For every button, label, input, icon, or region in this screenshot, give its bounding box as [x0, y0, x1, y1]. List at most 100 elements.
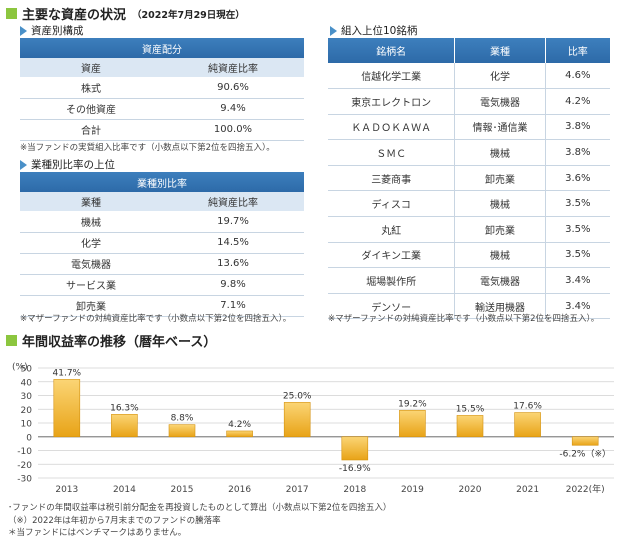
table-cell: 3.8% — [545, 139, 610, 166]
table-row: 機械 19.7% — [20, 211, 304, 233]
table-row: その他資産 9.4% — [20, 98, 304, 120]
table-cell: サービス業 — [20, 274, 162, 296]
y-tick-label: 10 — [21, 420, 33, 430]
table-cell: 電気機器 — [454, 88, 546, 115]
table-cell: 100.0% — [162, 119, 304, 141]
y-axis-unit-label: (%) — [12, 363, 28, 373]
table-cell: 4.6% — [545, 63, 610, 90]
data-label: 15.5% — [456, 404, 485, 414]
assets-section-date: （2022年7月29日現在） — [132, 9, 245, 21]
table-cell: 9.4% — [162, 98, 304, 120]
bar — [399, 410, 426, 438]
table-cell: 合計 — [20, 119, 162, 141]
table-cell: 4.2% — [545, 88, 610, 115]
x-tick-label: 2013 — [55, 485, 78, 495]
bar — [226, 430, 253, 438]
assets-section-heading: 主要な資産の状況 — [22, 8, 127, 23]
table-cell: ＳＭＣ — [328, 139, 456, 166]
table-cell: 3.8% — [545, 114, 610, 141]
table-cell: 3.4% — [545, 293, 610, 320]
table-cell: ＫＡＤＯＫＡＷＡ — [328, 114, 456, 141]
chart-notes: ･ファンドの年間収益率は税引前分配金を再投資したものとして算出（小数点以下第2位… — [8, 502, 391, 540]
x-tick-label: 2020 — [459, 485, 482, 495]
table-cell: 3.5% — [545, 242, 610, 269]
green-square-icon — [6, 8, 17, 19]
bar — [168, 424, 196, 438]
table-row: ディスコ 機械 3.5% — [328, 190, 610, 218]
table-row: 化学 14.5% — [20, 232, 304, 254]
column-header: 純資産比率 — [162, 58, 304, 77]
x-tick-label: 2019 — [401, 485, 424, 495]
table-row: 東京エレクトロン 電気機器 4.2% — [328, 88, 610, 115]
column-header: 業種 — [454, 38, 546, 63]
table-cell: 機械 — [20, 211, 162, 233]
table-row: 合計 100.0% — [20, 119, 304, 141]
table-cell: 3.5% — [545, 190, 610, 218]
column-header: 比率 — [545, 38, 610, 63]
allocation-subheading-label: 資産別構成 — [31, 25, 84, 37]
data-label: 17.6% — [513, 402, 542, 412]
table-cell: 19.7% — [162, 211, 304, 233]
x-tick-label: 2018 — [343, 485, 366, 495]
table-cell: 化学 — [454, 63, 546, 90]
table-cell: 電気機器 — [20, 253, 162, 275]
holdings-note: ※マザーファンドの対純資産比率です（小数点以下第2位を四捨五入）。 — [328, 314, 600, 324]
table-row: 株式 90.6% — [20, 77, 304, 99]
table-row: ＫＡＤＯＫＡＷＡ 情報･通信業 3.8% — [328, 114, 610, 141]
table-cell: 3.6% — [545, 165, 610, 192]
data-label: -6.2%（※） — [559, 448, 611, 459]
table-cell: 情報･通信業 — [454, 114, 546, 141]
industry-table-caption: 業種別比率 — [20, 172, 304, 192]
table-cell: ディスコ — [328, 190, 456, 218]
table-cell: 丸紅 — [328, 216, 456, 243]
industry-subheading: 業種別比率の上位 — [20, 157, 115, 172]
allocation-table-caption: 資産配分 — [20, 38, 304, 58]
annual-returns-chart: (%)50 40 30 20 10 0 -10 -20 -30 41.7% 2013 16.3% 201… — [12, 363, 614, 495]
data-label: 16.3% — [110, 403, 139, 413]
table-cell: 三菱商事 — [328, 165, 456, 192]
table-cell: 卸売業 — [20, 295, 162, 317]
table-cell: 機械 — [454, 139, 546, 166]
table-cell: 卸売業 — [454, 216, 546, 243]
triangle-bullet-icon — [330, 25, 337, 36]
bar — [283, 402, 311, 438]
column-header: 業種 — [20, 192, 162, 211]
industry-subheading-label: 業種別比率の上位 — [31, 159, 115, 171]
triangle-bullet-icon — [20, 25, 27, 36]
table-row: 信越化学工業 化学 4.6% — [328, 63, 610, 90]
data-label: 4.2% — [228, 420, 251, 430]
y-tick-label: -20 — [17, 461, 32, 471]
y-tick-label: 0 — [26, 433, 32, 443]
bar — [53, 379, 81, 438]
allocation-note: ※当ファンドの実質組入比率です（小数点以下第2位を四捨五入）。 — [20, 143, 275, 153]
y-tick-label: 30 — [21, 392, 33, 402]
chart-note: （※）2022年は年初から7月末までのファンドの騰落率 — [8, 515, 221, 526]
data-label: -16.9% — [339, 464, 371, 474]
table-cell: 3.5% — [545, 216, 610, 243]
table-cell: 東京エレクトロン — [328, 88, 456, 115]
table-cell: ダイキン工業 — [328, 242, 456, 269]
x-tick-label: 2016 — [228, 485, 251, 495]
holdings-table: 銘柄名 業種 比率 信越化学工業 化学 4.6% 東京エレクトロン 電気機器 4… — [328, 38, 610, 320]
table-row: サービス業 9.8% — [20, 274, 304, 296]
bar — [571, 436, 599, 446]
x-tick-label: 2015 — [171, 485, 194, 495]
chart-note: ･ファンドの年間収益率は税引前分配金を再投資したものとして算出（小数点以下第2位… — [8, 503, 392, 513]
returns-section-heading: 年間収益率の推移（暦年ベース） — [22, 335, 217, 350]
table-row: ダイキン工業 機械 3.5% — [328, 242, 610, 269]
table-cell: 株式 — [20, 77, 162, 99]
industry-note: ※マザーファンドの対純資産比率です（小数点以下第2位を四捨五入）。 — [20, 314, 292, 324]
bar — [456, 415, 484, 438]
table-cell: 電気機器 — [454, 267, 546, 294]
table-cell: デンソー — [328, 293, 456, 320]
table-cell: 7.1% — [162, 295, 304, 317]
table-cell: 堀場製作所 — [328, 267, 456, 294]
triangle-bullet-icon — [20, 159, 27, 170]
y-tick-label: 20 — [21, 406, 33, 416]
table-cell: 機械 — [454, 242, 546, 269]
y-tick-label: 40 — [21, 378, 33, 388]
table-cell: 9.8% — [162, 274, 304, 296]
table-cell: 3.4% — [545, 267, 610, 294]
bar — [514, 412, 541, 438]
y-tick-label: -10 — [17, 447, 32, 457]
